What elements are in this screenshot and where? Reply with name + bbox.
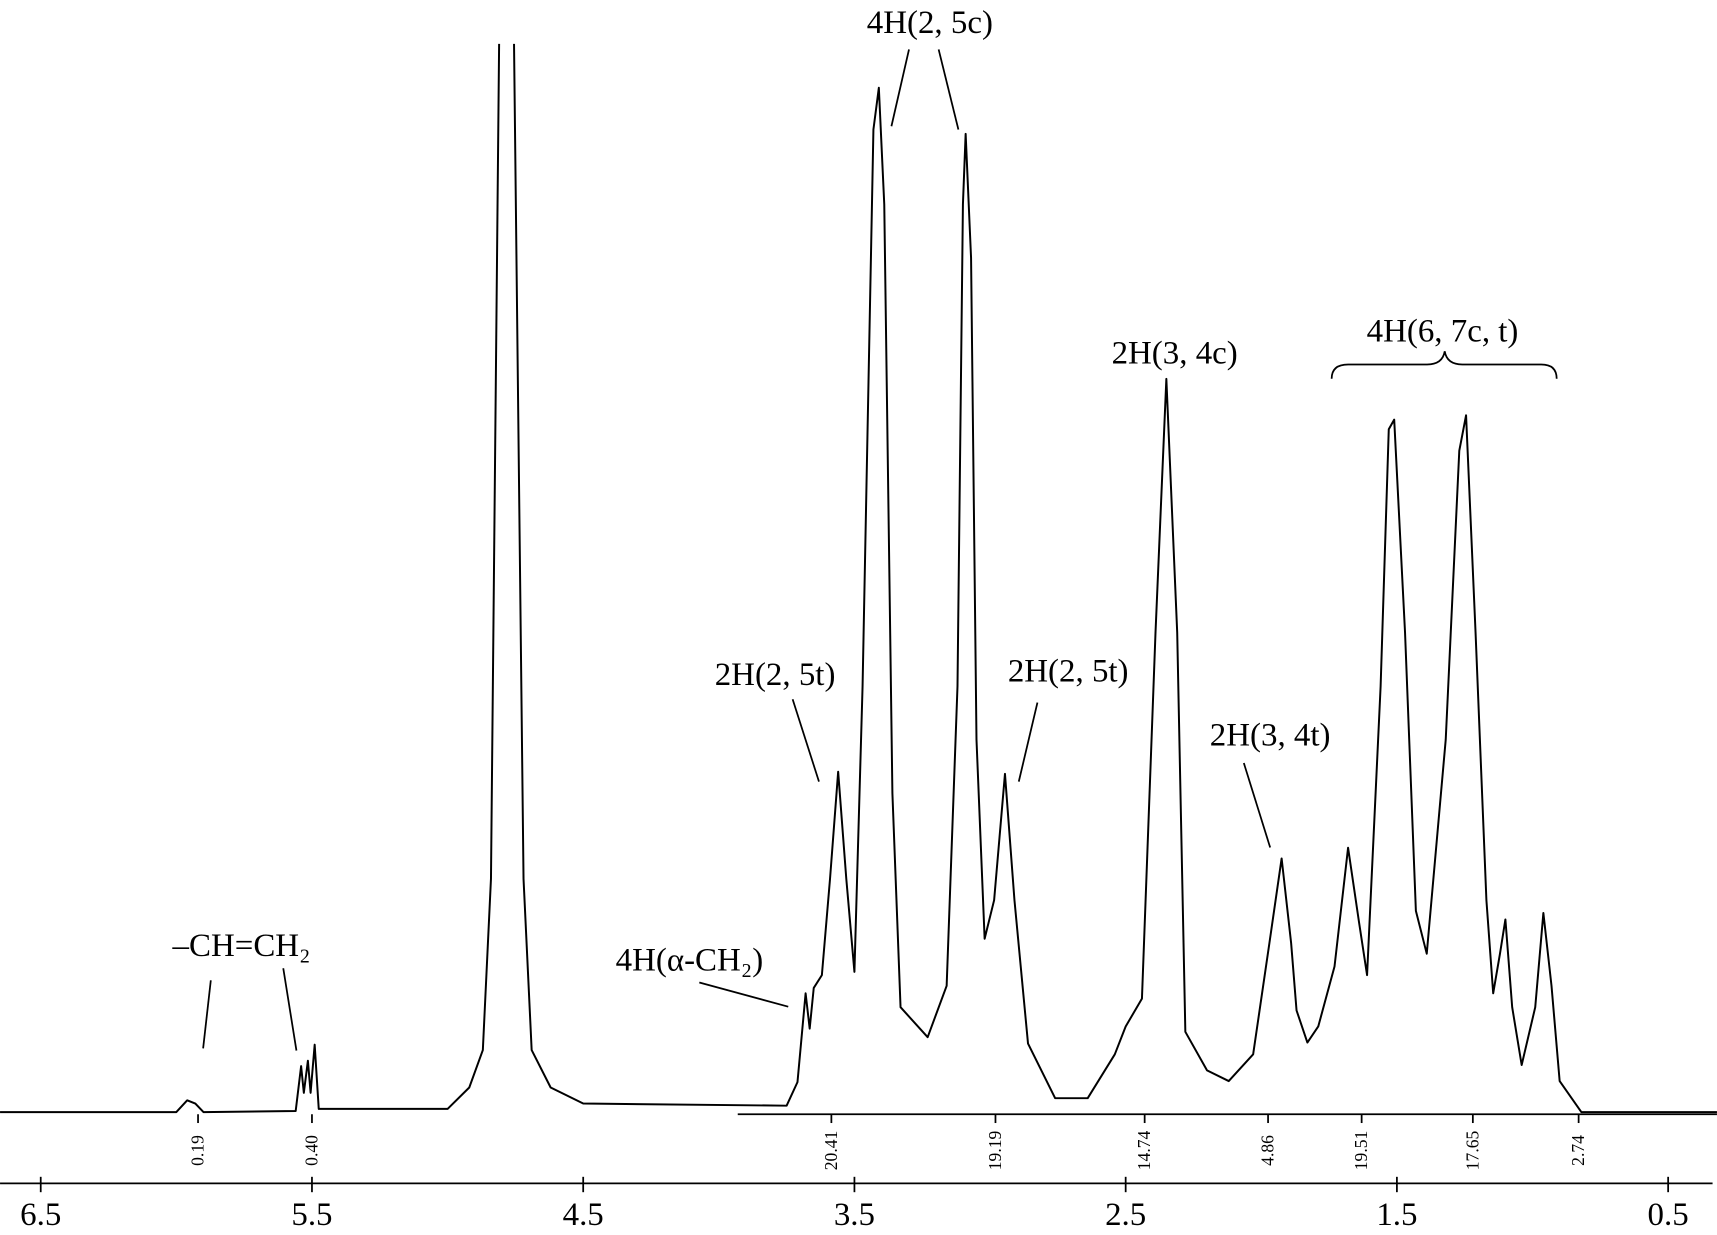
x-tick-label: 2.5 (1105, 1197, 1146, 1233)
x-tick-label: 0.5 (1648, 1197, 1689, 1233)
leader-line (1017, 702, 1039, 782)
integral-label: 2.74 (1568, 1135, 1588, 1166)
annotation: 4H(α-CH₂) (616, 942, 764, 978)
spectrum (0, 43, 1717, 1114)
leader-line (282, 968, 298, 1051)
integral-label: 0.19 (188, 1135, 208, 1166)
leader-line (937, 49, 960, 130)
x-tick-label: 4.5 (563, 1197, 604, 1233)
leader-line (1242, 762, 1272, 848)
annotation: 2H(2, 5t) (715, 657, 836, 693)
x-tick-label: 1.5 (1376, 1197, 1417, 1233)
integral-label: 17.65 (1462, 1131, 1482, 1171)
integral-label: 19.19 (985, 1131, 1005, 1171)
annotation: 2H(2, 5t) (1008, 654, 1129, 690)
integral-label: 20.41 (821, 1131, 841, 1170)
annotation: 2H(3, 4t) (1210, 717, 1331, 753)
annotation: 2H(3, 4c) (1112, 335, 1238, 371)
annotation: –CH=CH₂ (172, 928, 311, 964)
annotation: 4H(6, 7c, t) (1367, 313, 1519, 349)
annotation: 4H(2, 5c) (867, 5, 993, 41)
x-tick-label: 5.5 (291, 1197, 332, 1233)
integral-label: 0.40 (301, 1135, 321, 1166)
x-tick-label: 6.5 (20, 1197, 61, 1233)
integral-label: 14.74 (1134, 1131, 1154, 1171)
x-tick-label: 3.5 (834, 1197, 875, 1233)
integral-label: 19.51 (1351, 1131, 1371, 1170)
leader-line (202, 980, 212, 1049)
integral-label: 4.86 (1258, 1135, 1278, 1166)
leader-line (791, 699, 820, 782)
leader-line (890, 49, 910, 127)
leader-line (699, 981, 789, 1008)
brace (1330, 351, 1558, 379)
